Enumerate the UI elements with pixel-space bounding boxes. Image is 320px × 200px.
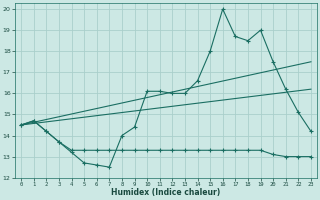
X-axis label: Humidex (Indice chaleur): Humidex (Indice chaleur) <box>111 188 221 197</box>
